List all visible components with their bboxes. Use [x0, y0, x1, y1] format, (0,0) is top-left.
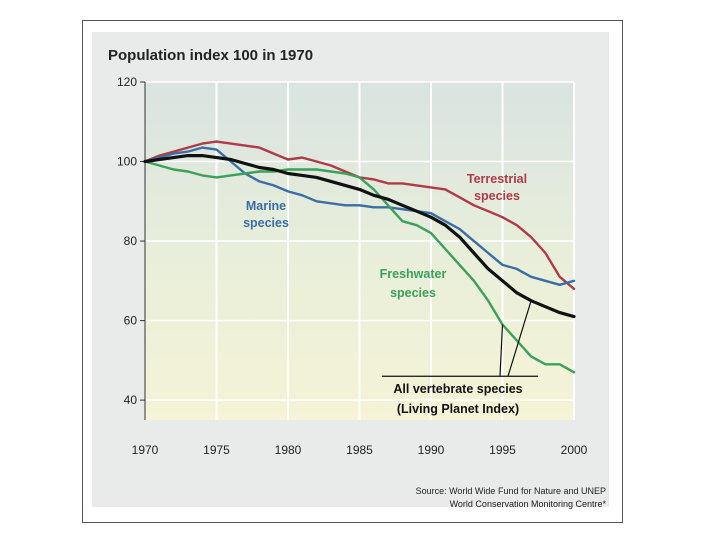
source-line-1: Source: World Wide Fund for Nature and U… [416, 486, 606, 496]
marine-line [143, 146, 576, 286]
freshwater-label: Freshwater species [380, 267, 447, 300]
y-axis: 40 60 80 100 120 [117, 75, 145, 407]
x-axis: 1970 1975 1980 1985 1990 1995 2000 [132, 443, 588, 457]
y-tick-label: 120 [117, 75, 137, 89]
freshwater-label-line-2: species [390, 286, 436, 300]
x-tick-label: 1985 [346, 443, 373, 457]
marine-label: Marine species [243, 199, 289, 230]
marine-label-line-2: species [243, 216, 289, 230]
all-vertebrate-label: All vertebrate species (Living Planet In… [393, 382, 522, 416]
gridlines [144, 81, 575, 420]
y-tick-label: 80 [124, 234, 138, 248]
y-tick-label: 40 [124, 393, 138, 407]
source-line-2: World Conservation Monitoring Centre* [450, 499, 607, 509]
terrestrial-label-line-2: species [474, 189, 520, 203]
y-tick-label: 60 [124, 314, 138, 328]
x-tick-label: 1980 [275, 443, 302, 457]
x-tick-label: 1975 [203, 443, 230, 457]
y-tick-label: 100 [117, 155, 137, 169]
chart-title: Population index 100 in 1970 [108, 47, 313, 64]
freshwater-label-line-1: Freshwater [380, 267, 447, 281]
x-tick-label: 2000 [561, 443, 588, 457]
x-tick-label: 1990 [418, 443, 445, 457]
all-vertebrate-label-line-2: (Living Planet Index) [397, 402, 519, 416]
x-tick-label: 1995 [489, 443, 516, 457]
terrestrial-label-line-1: Terrestrial [467, 172, 527, 186]
label-pointers [382, 300, 538, 377]
pointer-to-freshwater [499, 324, 504, 377]
marine-label-line-1: Marine [246, 199, 286, 213]
all-vertebrate-label-line-1: All vertebrate species [393, 382, 522, 396]
pointer-to-all-vertebrate [507, 300, 532, 377]
terrestrial-label: Terrestrial species [467, 172, 527, 203]
x-tick-label: 1970 [132, 443, 159, 457]
all-vertebrate-line [143, 154, 576, 319]
